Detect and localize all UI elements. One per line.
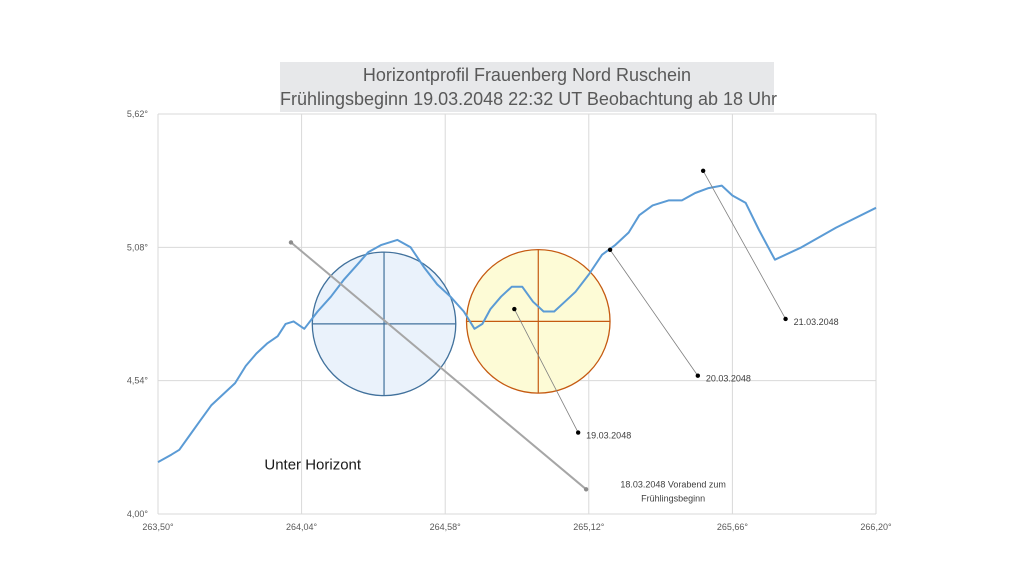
y-tick-label: 4,00° (127, 509, 149, 519)
horizon-series (157, 184, 877, 463)
horizon-line (157, 184, 877, 463)
annotation-leader-line (609, 249, 699, 376)
annotation-start-dot (607, 247, 613, 253)
annotation-label: Frühlingsbeginn (641, 493, 705, 503)
x-tick-label: 263,50° (142, 522, 174, 532)
annotation-end-dot (695, 373, 701, 378)
annotation-label: 21.03.2048 (794, 317, 839, 327)
chart-title-box: Horizontprofil Frauenberg Nord Ruschein … (280, 62, 778, 112)
annotation-leader-line (513, 308, 579, 433)
annotation-end-dot (783, 316, 788, 322)
annotation-label: 18.03.2048 Vorabend zum (620, 479, 726, 489)
y-tick-label: 4,54° (127, 376, 149, 386)
annotations: 21.03.2048 20.03.2048 19.03.2048 18.03.2048… (264, 168, 839, 503)
x-tick-label: 264,04° (286, 522, 318, 532)
annotation-end-dot (575, 430, 581, 435)
chart-subtitle: Frühlingsbeginn 19.03.2048 22:32 UT Beob… (280, 89, 778, 109)
x-tick-label: 264,58° (430, 522, 462, 532)
annotation-label: 20.03.2048 (706, 374, 751, 384)
annotation-start-dot (288, 240, 294, 245)
x-tick-label: 266,20° (860, 522, 892, 532)
x-tick-label: 265,66° (717, 522, 749, 532)
annotation-leader-line (702, 170, 786, 320)
annotation-start-dot (512, 306, 517, 312)
tick-labels: 263,50° 264,04° 264,58° 265,12° 265,66° 266,2… (127, 109, 892, 532)
annotation-end-dot (583, 487, 589, 492)
y-tick-label: 5,62° (127, 109, 149, 119)
annotation-start-dot (700, 168, 706, 173)
x-tick-label: 265,12° (573, 522, 605, 532)
below-horizon-label: Unter Horizont (264, 457, 362, 474)
y-tick-label: 5,08° (127, 242, 149, 252)
annotation-label: 19.03.2048 (586, 431, 631, 441)
annotation-leader-line (290, 241, 587, 491)
circles (311, 249, 611, 397)
chart-title: Horizontprofil Frauenberg Nord Ruschein (362, 65, 692, 85)
